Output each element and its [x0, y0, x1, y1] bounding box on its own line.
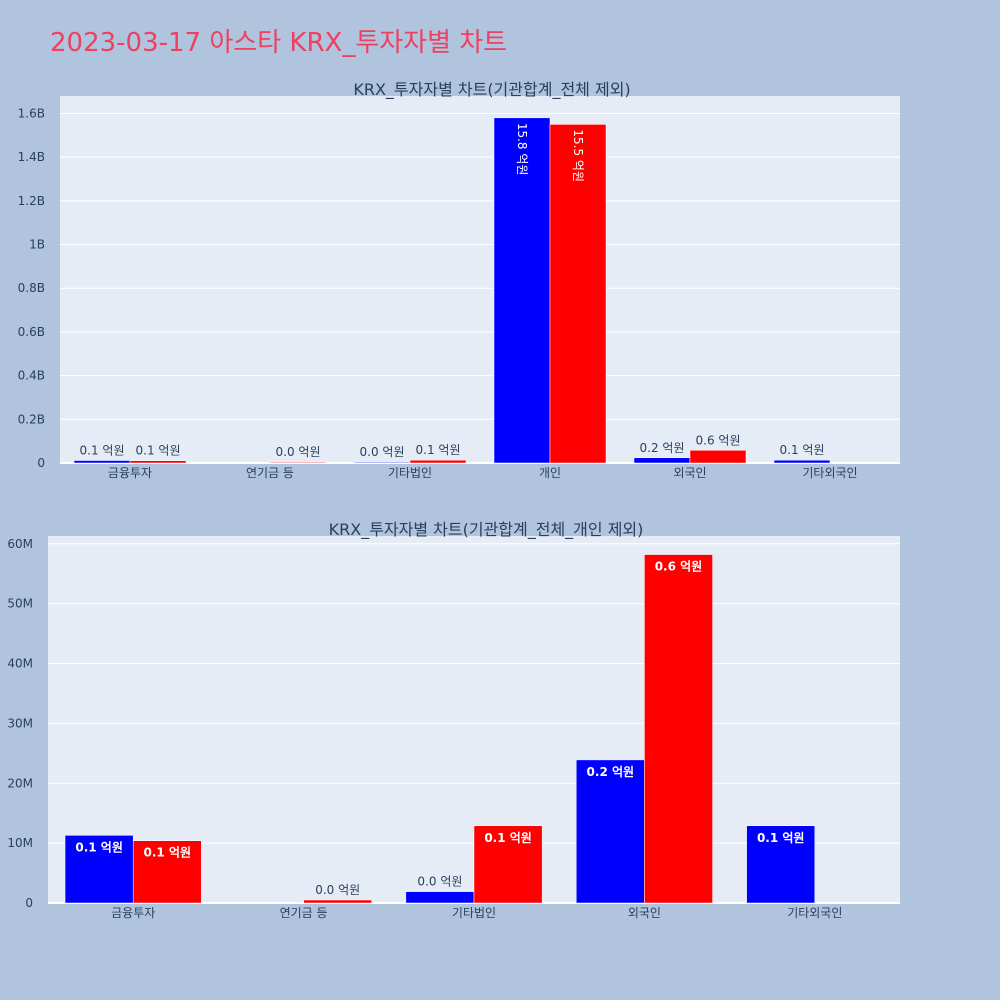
y-tick-label: 0.6B [18, 325, 45, 339]
data-label: 0.0 억원 [276, 445, 321, 459]
bar-series-blue [575, 759, 645, 904]
data-label: 15.8 억원 [515, 123, 529, 176]
bar-series-red [409, 459, 467, 464]
x-tick-label: 금융투자 [108, 466, 152, 480]
y-tick-label: 30M [7, 716, 33, 730]
bar-series-red [689, 450, 747, 464]
x-tick-label: 기타법인 [388, 466, 432, 480]
y-tick-label: 0.4B [18, 369, 45, 383]
x-tick-label: 기타외국인 [802, 466, 857, 480]
chart-title: KRX_투자자별 차트(기관합계_전체_개인 제외) [329, 520, 644, 540]
data-label: 0.2 억원 [587, 765, 635, 779]
bar-series-blue [73, 460, 131, 464]
chart-bottom: 0 10M 20M 30M 40M 50M 60M KRX_투자자별 차트(기관합계_전체_개… [7, 520, 900, 920]
x-tick-label: 연기금 등 [246, 466, 294, 480]
x-tick-label: 개인 [539, 466, 561, 480]
data-label: 0.1 억원 [144, 846, 192, 860]
data-label: 0.1 억원 [780, 443, 825, 457]
plot-area [60, 96, 900, 463]
y-tick-label: 0.8B [18, 281, 45, 295]
y-tick-label: 1.2B [18, 194, 45, 208]
data-label: 0.1 억원 [80, 444, 125, 458]
data-label: 0.2 억원 [640, 441, 685, 455]
y-tick-label: 1B [29, 238, 45, 252]
bar-series-red [132, 840, 202, 904]
bar-series-red [644, 554, 713, 904]
data-label: 0.1 억원 [416, 443, 461, 457]
bar-series-blue [64, 835, 134, 904]
y-tick-label: 0.2B [18, 412, 45, 426]
data-label: 0.0 억원 [315, 883, 360, 897]
bar-series-red [269, 461, 327, 464]
y-tick-label: 0 [37, 456, 45, 470]
bar-series-red [129, 460, 187, 464]
data-label: 0.6 억원 [655, 560, 703, 574]
bar-series-blue [405, 891, 475, 904]
bar-series-blue [353, 461, 411, 464]
x-tick-label: 외국인 [673, 466, 706, 480]
data-label: 0.0 억원 [360, 445, 405, 459]
bar-series-blue [746, 825, 816, 904]
data-label: 0.1 억원 [484, 831, 532, 845]
x-tick-label: 금융투자 [111, 906, 155, 920]
x-tick-label: 연기금 등 [280, 906, 328, 920]
bar-series-red [473, 825, 543, 904]
bar-series-red [303, 899, 373, 904]
y-tick-label: 0 [25, 896, 33, 910]
chart-title: KRX_투자자별 차트(기관합계_전체 제외) [353, 80, 630, 100]
data-label: 15.5 억원 [571, 129, 585, 182]
y-tick-label: 40M [7, 657, 33, 671]
x-tick-label: 외국인 [628, 906, 661, 920]
data-label: 0.1 억원 [136, 444, 181, 458]
x-tick-label: 기타외국인 [787, 906, 842, 920]
chart-top: 0 0.2B 0.4B 0.6B 0.8B 1B 1.2B 1.4B 1.6B KRX_투자자별 … [18, 80, 900, 480]
y-tick-label: 20M [7, 776, 33, 790]
y-tick-label: 1.4B [18, 150, 45, 164]
bar-series-blue [633, 457, 691, 464]
data-label: 0.1 억원 [757, 831, 805, 845]
y-tick-label: 60M [7, 537, 33, 551]
y-tick-label: 1.6B [18, 106, 45, 120]
bar-series-blue [493, 117, 551, 464]
data-label: 0.0 억원 [417, 875, 462, 889]
y-tick-label: 50M [7, 597, 33, 611]
x-tick-label: 기타법인 [452, 906, 496, 920]
bar-series-red [549, 124, 607, 464]
data-label: 0.6 억원 [696, 433, 741, 447]
data-label: 0.1 억원 [75, 840, 123, 854]
y-tick-label: 10M [7, 836, 33, 850]
page-title: 2023-03-17 아스타 KRX_투자자별 차트 [50, 28, 508, 58]
bar-series-blue [773, 459, 831, 464]
